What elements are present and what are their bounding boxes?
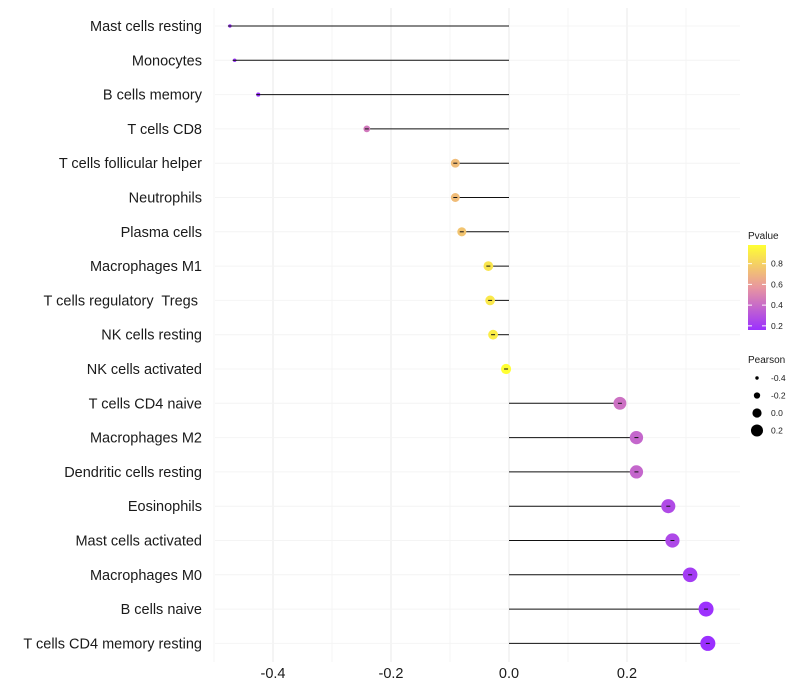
category-label: Macrophages M2 <box>90 431 202 447</box>
category-label: Macrophages M1 <box>90 259 202 275</box>
pearson-legend-title: Pearson <box>748 355 785 366</box>
category-label: T cells regulatory Tregs <box>44 293 203 309</box>
pearson-legend-label: -0.2 <box>771 391 786 401</box>
x-tick-label: -0.4 <box>261 666 286 682</box>
category-label: T cells CD4 naive <box>89 396 202 412</box>
category-label: Plasma cells <box>121 225 202 241</box>
category-label: Monocytes <box>132 53 202 69</box>
x-axis-ticks: -0.4 -0.2 0.0 0.2 <box>261 666 638 682</box>
category-label: Dendritic cells resting <box>64 465 202 481</box>
category-label: Macrophages M0 <box>90 568 202 584</box>
category-labels: Mast cells resting Monocytes B cells memor… <box>23 19 202 652</box>
x-tick-label: 0.0 <box>499 666 519 682</box>
x-tick-label: 0.2 <box>617 666 637 682</box>
category-label: T cells CD4 memory resting <box>23 636 202 652</box>
category-label: Mast cells activated <box>75 534 202 550</box>
category-label: NK cells activated <box>87 362 202 378</box>
pearson-legend-dot <box>752 408 762 418</box>
pvalue-tick-label: 0.4 <box>771 300 783 310</box>
pvalue-colorbar <box>748 245 766 330</box>
pearson-legend-label: 0.2 <box>771 426 783 436</box>
pearson-legend: Pearson -0.4 -0.2 0.0 0.2 <box>748 355 786 437</box>
pvalue-tick-label: 0.8 <box>771 259 783 269</box>
category-label: Mast cells resting <box>90 19 202 35</box>
pvalue-tick-label: 0.6 <box>771 279 783 289</box>
pvalue-legend: Pvalue 0.8 0.6 0.4 0.2 <box>748 231 783 331</box>
category-label: Eosinophils <box>128 499 202 515</box>
pvalue-tick-label: 0.2 <box>771 321 783 331</box>
category-label: NK cells resting <box>101 328 202 344</box>
pearson-legend-dot <box>755 376 759 380</box>
category-label: B cells naive <box>121 602 202 618</box>
category-label: T cells CD8 <box>127 122 202 138</box>
category-label: B cells memory <box>103 88 203 104</box>
x-tick-label: -0.2 <box>379 666 404 682</box>
points <box>227 24 716 651</box>
pvalue-legend-title: Pvalue <box>748 231 779 242</box>
grid <box>213 8 740 662</box>
category-label: T cells follicular helper <box>59 156 202 172</box>
pearson-legend-dot <box>750 424 764 437</box>
category-label: Neutrophils <box>129 191 202 207</box>
pearson-legend-label: 0.0 <box>771 408 783 418</box>
pearson-legend-dot <box>753 392 761 399</box>
pearson-legend-label: -0.4 <box>771 373 786 383</box>
